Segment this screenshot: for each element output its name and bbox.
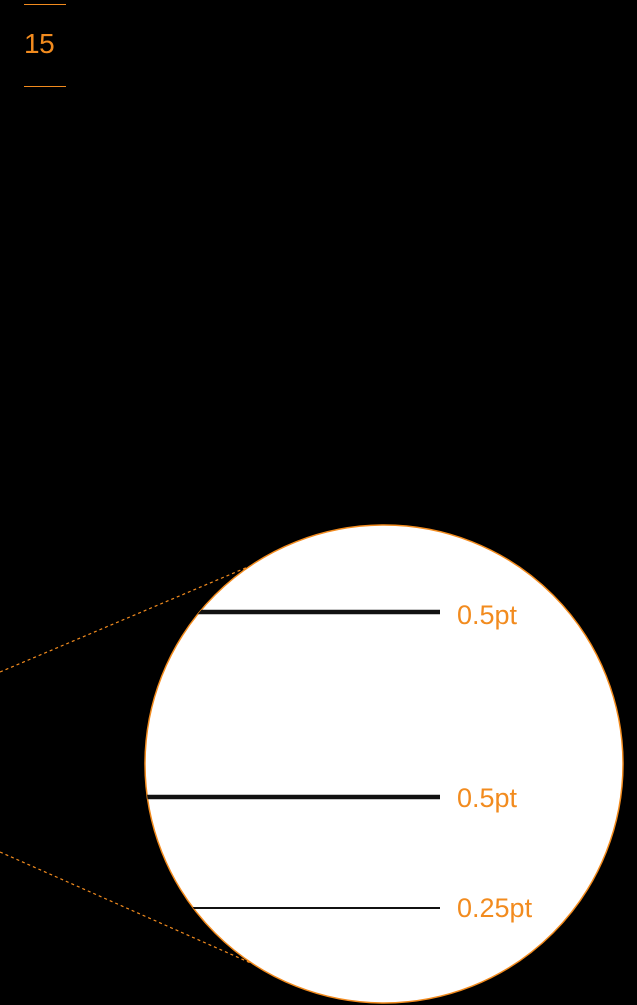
- stroke-label-3: 0.25pt: [457, 893, 533, 923]
- stroke-label-2: 0.5pt: [457, 783, 518, 813]
- magnifier-circle: [144, 524, 624, 1004]
- page-number-bottom-rule: [24, 86, 66, 87]
- stroke-label-1: 0.5pt: [457, 600, 518, 630]
- page-number-top-rule: [24, 4, 66, 5]
- page-number: 15: [24, 28, 55, 59]
